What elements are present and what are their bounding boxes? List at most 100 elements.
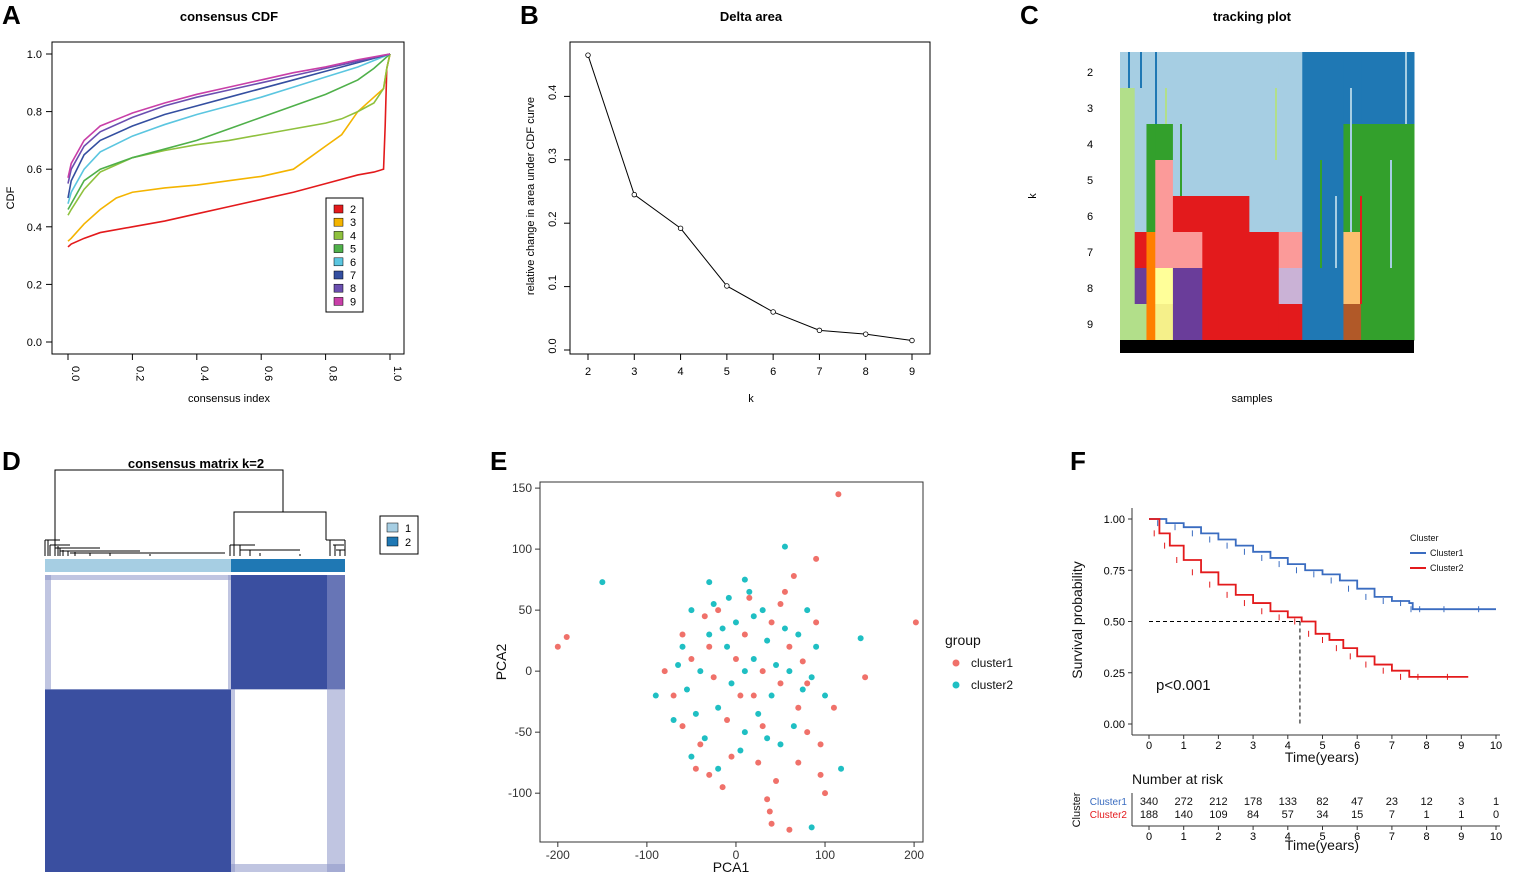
panel-e-point-cluster1 — [706, 643, 713, 650]
panel-e-point-cluster2 — [683, 686, 690, 693]
panel-c-cell — [1202, 268, 1250, 305]
panel-f-risk-ylabel: Cluster — [1071, 792, 1083, 827]
panel-c-cell — [1134, 196, 1147, 233]
panel-a-ytick-label: 0.4 — [27, 222, 42, 234]
panel-c-cell — [1202, 124, 1250, 161]
panel-e-point-cluster1 — [786, 826, 793, 833]
panel-a-series-7 — [67, 53, 391, 199]
panel-f-risk-xtick-label: 0 — [1146, 831, 1152, 843]
panel-f-risk-xtick-label: 9 — [1458, 831, 1464, 843]
panel-a-legend-label: 9 — [350, 296, 356, 308]
panel-e-xtick-label: 200 — [904, 848, 924, 862]
panel-e-point-cluster1 — [768, 619, 775, 626]
panel-c-cell — [1361, 268, 1415, 305]
panel-b-frame — [569, 41, 931, 355]
panel-f-risk-value: 188 — [1140, 809, 1158, 821]
panel-a-xtick-label: 0.8 — [327, 366, 339, 381]
panel-f-xtick-label: 4 — [1285, 740, 1291, 752]
panel-f-risk-value: 140 — [1175, 809, 1193, 821]
panel-b-xtick-label: 4 — [678, 366, 684, 378]
panel-a-ytick-label: 0.6 — [27, 164, 42, 176]
panel-e-point-cluster2 — [808, 674, 815, 681]
panel-c-streak — [1405, 52, 1407, 124]
panel-c-cell — [1155, 124, 1174, 161]
panel-b-point — [816, 327, 823, 334]
panel-f-risk-xtick-label: 2 — [1215, 831, 1221, 843]
panel-c-streak — [1320, 160, 1322, 268]
panel-c-tracking-plot: tracking plot 2 3 4 5 6 7 8 9 samples k — [1027, 9, 1415, 405]
panel-c-xlabel: samples — [1232, 393, 1273, 405]
panel-f-xtick-label: 2 — [1215, 740, 1221, 752]
panel-f-risk-value: 1 — [1493, 796, 1499, 808]
panel-e-point-cluster1 — [697, 741, 704, 748]
panel-d-legend-swatch-2 — [386, 536, 399, 547]
panel-b-xtick-label: 9 — [909, 366, 915, 378]
panel-letter-f: F — [1070, 446, 1086, 476]
panel-a-series-5 — [67, 53, 391, 210]
panel-e-frame — [539, 481, 924, 843]
panel-e-point-cluster2 — [679, 643, 686, 650]
panel-a-legend-swatch — [333, 217, 344, 227]
panel-f-risk-xlabel: Time(years) — [1285, 837, 1359, 853]
panel-a-legend-label: 7 — [350, 270, 356, 282]
panel-e-point-cluster1 — [741, 631, 748, 638]
panel-e-point-cluster2 — [692, 710, 699, 717]
panel-c-cell — [1302, 232, 1344, 269]
panel-a-ylabel: CDF — [5, 186, 17, 209]
panel-e-point-cluster2 — [701, 735, 708, 742]
panel-b-point — [724, 283, 730, 289]
panel-d-legend-label-2: 2 — [405, 537, 411, 549]
panel-letter-b: B — [520, 0, 539, 30]
panel-c-cell — [1120, 304, 1136, 341]
panel-f-legend-label: Cluster1 — [1430, 548, 1464, 558]
panel-c-cell — [1120, 196, 1136, 233]
panel-d-edge-texture — [45, 575, 51, 690]
panel-e-point-cluster1 — [862, 674, 869, 681]
panel-c-streak — [1165, 88, 1167, 124]
panel-f-pvalue: p<0.001 — [1156, 677, 1211, 694]
panel-b-point — [770, 309, 776, 315]
panel-c-streak — [1350, 88, 1352, 232]
panel-e-point-cluster1 — [563, 633, 570, 640]
panel-c-cell — [1278, 304, 1303, 341]
panel-c-cell — [1343, 88, 1362, 125]
panel-f-risk-value: 109 — [1209, 809, 1227, 821]
panel-a-series-8 — [67, 53, 391, 184]
panel-c-row-label: 5 — [1087, 175, 1093, 187]
panel-e-point-cluster2 — [786, 668, 793, 675]
panel-e-point-cluster2 — [804, 607, 811, 614]
panel-c-cell — [1155, 304, 1174, 341]
panel-b-point — [677, 225, 684, 231]
panel-f-risk-value: 178 — [1244, 796, 1262, 808]
panel-e-legend-marker — [952, 681, 960, 689]
panel-f-ytick-label: 0.50 — [1104, 617, 1125, 629]
panel-e-point-cluster1 — [764, 796, 771, 803]
panel-c-cell — [1361, 124, 1415, 161]
panel-c-cell — [1120, 88, 1136, 125]
panel-c-title: tracking plot — [1213, 9, 1292, 24]
panel-c-cell — [1202, 196, 1250, 233]
panel-b-xtick-label: 3 — [631, 366, 637, 378]
panel-c-cell — [1146, 52, 1156, 89]
panel-c-cell — [1361, 304, 1415, 341]
panel-b-ylabel: relative change in area under CDF curve — [525, 97, 537, 295]
panel-e-point-cluster1 — [777, 601, 784, 608]
panel-d-edge-texture — [228, 575, 231, 690]
panel-e-ytick-label: -50 — [515, 725, 533, 739]
panel-b-delta-area: Delta area 2 3 4 5 6 7 8 9 0.0 0.1 0.2 0.3 0.4 k rel… — [525, 9, 931, 405]
panel-e-point-cluster1 — [732, 655, 739, 662]
panel-a-legend-label: 5 — [350, 244, 356, 256]
panel-a-frame — [51, 41, 405, 355]
panel-a-title: consensus CDF — [180, 9, 278, 24]
panel-f-risk-row-label: Cluster2 — [1090, 810, 1128, 821]
panel-c-cell — [1120, 52, 1136, 89]
panel-c-cell — [1361, 160, 1415, 197]
panel-b-point — [631, 191, 637, 198]
panel-c-cell — [1134, 268, 1147, 305]
panel-e-point-cluster2 — [675, 662, 682, 669]
panel-c-cell — [1155, 160, 1174, 197]
panel-f-xtick-label: 5 — [1319, 740, 1325, 752]
panel-f-risk-xtick-label: 1 — [1181, 831, 1187, 843]
panel-c-cell — [1249, 52, 1280, 89]
panel-c-cell — [1172, 160, 1203, 197]
